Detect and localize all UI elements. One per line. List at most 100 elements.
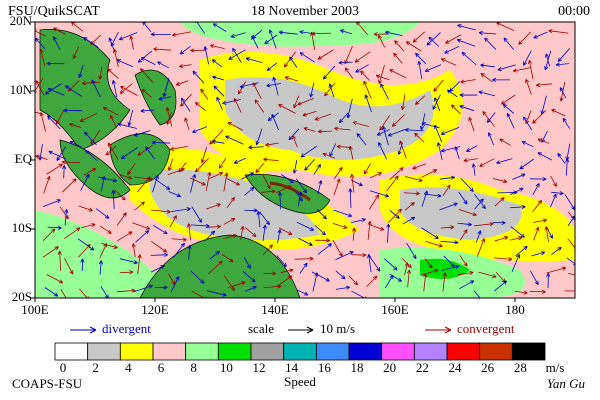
wind-vector — [399, 140, 407, 159]
wind-vector — [510, 236, 523, 241]
wind-vector — [79, 113, 98, 122]
wind-vector — [266, 83, 281, 88]
wind-vector — [53, 27, 66, 35]
wind-vector — [78, 205, 93, 212]
wind-vector — [484, 37, 497, 50]
wind-vector — [150, 240, 168, 253]
wind-vector — [117, 231, 133, 242]
colorbar-box — [348, 342, 383, 361]
wind-vector — [351, 290, 367, 298]
wind-vector — [557, 48, 570, 62]
wind-vector — [350, 173, 355, 193]
wind-vector — [225, 135, 244, 145]
field-gray — [150, 169, 320, 240]
wind-vector — [389, 167, 404, 181]
wind-vector — [80, 173, 90, 191]
wind-vector — [322, 152, 336, 159]
wind-vector — [436, 142, 443, 161]
wind-vector — [145, 146, 155, 160]
wind-vector — [213, 85, 225, 97]
wind-vector — [43, 175, 51, 194]
wind-vector — [442, 184, 451, 197]
wind-vector — [233, 98, 242, 113]
wind-vector — [338, 112, 349, 124]
wind-vector — [292, 135, 298, 148]
wind-vector — [228, 49, 246, 60]
legend-divergent: divergent — [102, 321, 151, 336]
field-green — [180, 22, 420, 47]
wind-vector — [329, 143, 337, 157]
wind-vector — [209, 250, 220, 260]
colorbar-tick-label: 6 — [158, 360, 165, 375]
wind-vector — [221, 254, 234, 263]
wind-vector — [367, 220, 372, 240]
wind-vector — [190, 174, 197, 193]
legend-convergent: convergent — [457, 321, 515, 336]
wind-vector — [137, 144, 153, 156]
wind-vector — [440, 240, 459, 245]
lon-tick-label: 180 — [505, 302, 525, 317]
colorbar-tick-label: 26 — [481, 360, 495, 375]
wind-vector — [140, 68, 154, 83]
wind-vector — [439, 175, 456, 180]
wind-vector — [415, 52, 427, 65]
colorbar-tick-label: 10 — [220, 360, 233, 375]
wind-vector — [328, 83, 335, 98]
wind-vector — [241, 172, 254, 180]
wind-vector — [190, 48, 207, 53]
wind-vector — [223, 234, 238, 239]
wind-vector — [226, 178, 240, 186]
wind-vector — [457, 270, 474, 276]
wind-vector — [63, 108, 83, 113]
wind-vector — [277, 191, 282, 210]
wind-vector — [461, 51, 477, 66]
wind-vector — [311, 271, 330, 282]
wind-vector — [544, 226, 549, 242]
wind-vector — [295, 178, 307, 194]
wind-vector — [118, 32, 138, 41]
land-borneo — [109, 133, 171, 186]
wind-vector — [457, 24, 476, 31]
wind-vector — [442, 272, 447, 292]
wind-vector — [64, 85, 82, 97]
wind-vector — [170, 276, 180, 293]
wind-vector — [424, 64, 442, 72]
lat-tick-label: 10S — [12, 220, 32, 235]
wind-vector — [565, 158, 570, 176]
wind-vector — [84, 131, 97, 146]
wind-vector — [299, 52, 315, 63]
wind-vector — [277, 229, 282, 244]
wind-vector — [263, 157, 279, 162]
field-gray — [400, 187, 522, 240]
wind-vector — [523, 50, 532, 66]
colorbar-box — [283, 342, 317, 361]
wind-vector — [496, 22, 515, 32]
wind-vector — [292, 160, 298, 174]
wind-vector — [223, 217, 236, 225]
wind-vector — [276, 255, 287, 267]
wind-vector — [179, 63, 192, 69]
colorbar-tick-label: 0 — [60, 360, 67, 375]
wind-vector — [192, 70, 205, 84]
wind-vector — [487, 132, 494, 146]
wind-vector — [402, 216, 416, 225]
wind-vector — [314, 224, 326, 236]
wind-vector — [226, 197, 235, 209]
wind-vector — [366, 275, 378, 287]
wind-vector — [264, 34, 278, 45]
wind-vector — [116, 212, 127, 226]
wind-vector — [478, 90, 496, 97]
wind-vector — [278, 30, 298, 35]
wind-vector — [440, 126, 460, 136]
wind-vector — [60, 288, 67, 298]
wind-vector — [510, 204, 526, 210]
wind-vector — [81, 223, 96, 229]
legend-scale: scale — [248, 321, 274, 336]
wind-vector — [35, 111, 44, 115]
wind-vector — [35, 154, 48, 160]
wind-vector — [423, 193, 442, 198]
wind-vector — [502, 103, 515, 114]
wind-vector — [131, 243, 136, 258]
wind-vector — [56, 146, 67, 161]
wind-vector — [336, 144, 350, 149]
